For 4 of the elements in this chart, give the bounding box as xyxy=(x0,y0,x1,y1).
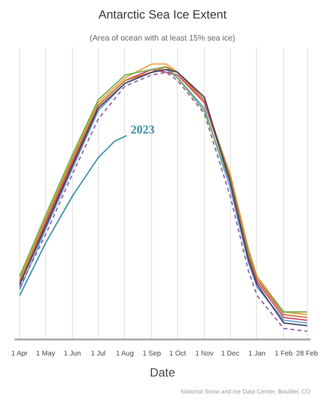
series-label: 2023 xyxy=(130,122,155,137)
x-axis-title: Date xyxy=(150,366,176,380)
chart-title: Antarctic Sea Ice Extent xyxy=(98,8,228,22)
chart-subtitle: (Area of ocean with at least 15% sea ice) xyxy=(90,34,236,42)
